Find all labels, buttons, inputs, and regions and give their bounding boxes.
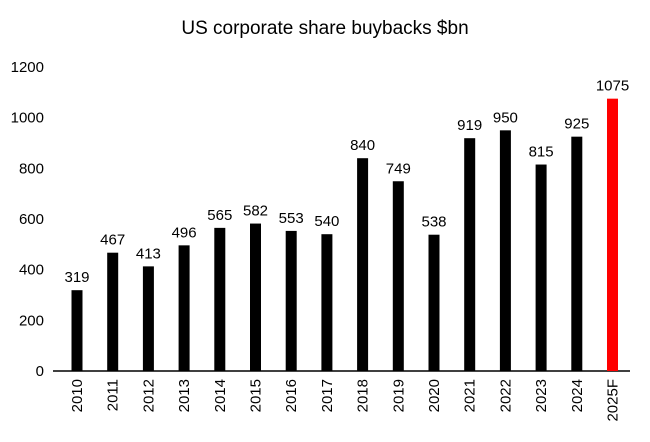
bar-2017: [321, 234, 333, 371]
y-tick-label: 1200: [11, 59, 44, 76]
x-tick-label-2025F: 2025F: [605, 379, 622, 422]
bar-2024: [571, 136, 583, 371]
y-tick-label: 0: [36, 363, 44, 380]
x-tick-label-2021: 2021: [462, 379, 479, 412]
bar-2023: [535, 164, 547, 371]
data-label-2017: 540: [314, 213, 339, 230]
y-tick-label: 800: [19, 160, 44, 177]
x-tick-label-2018: 2018: [355, 379, 372, 412]
data-label-2022: 950: [493, 109, 518, 126]
chart-title: US corporate share buybacks $bn: [181, 18, 469, 39]
y-tick-label: 200: [19, 312, 44, 329]
bar-2019: [392, 181, 404, 371]
bar-2014: [214, 227, 226, 371]
data-label-2012: 413: [136, 245, 161, 262]
x-tick-label-2016: 2016: [283, 379, 300, 412]
data-label-2024: 925: [564, 116, 589, 133]
bar-2011: [107, 252, 119, 371]
data-label-2023: 815: [529, 144, 554, 161]
data-label-2021: 919: [457, 117, 482, 134]
x-tick-label-2011: 2011: [105, 379, 122, 411]
bar-2021: [464, 138, 476, 371]
y-tick-label: 600: [19, 211, 44, 228]
x-tick-label-2020: 2020: [426, 379, 443, 412]
x-tick-label-2014: 2014: [212, 379, 229, 412]
data-label-2014: 565: [207, 207, 232, 224]
data-label-2010: 319: [64, 269, 89, 286]
data-label-2020: 538: [421, 214, 446, 231]
data-label-2018: 840: [350, 137, 375, 154]
x-tick-label-2024: 2024: [569, 379, 586, 412]
bar-2010: [71, 290, 83, 371]
x-tick-label-2022: 2022: [497, 379, 514, 412]
x-tick-label-2013: 2013: [176, 379, 193, 412]
bar-2020: [428, 234, 440, 371]
bar-2012: [142, 266, 154, 371]
x-tick-label-2017: 2017: [319, 379, 336, 412]
data-label-2013: 496: [172, 224, 197, 241]
bar-2016: [285, 230, 297, 371]
x-tick-label-2015: 2015: [248, 379, 265, 412]
bar-2018: [357, 158, 369, 371]
bar-2015: [250, 223, 261, 371]
data-label-2015: 582: [243, 203, 268, 220]
data-label-2019: 749: [386, 160, 411, 177]
data-label-2025F: 1075: [596, 78, 629, 95]
bar-2013: [178, 245, 190, 371]
data-label-2011: 467: [100, 232, 125, 249]
x-tick-label-2010: 2010: [69, 379, 86, 412]
y-tick-label: 400: [19, 262, 44, 279]
x-tick-label-2019: 2019: [390, 379, 407, 412]
data-label-2016: 553: [279, 210, 304, 227]
bar-2022: [499, 130, 511, 371]
y-tick-label: 1000: [11, 110, 44, 127]
bar-2025F: [607, 98, 618, 372]
x-tick-label-2023: 2023: [533, 379, 550, 412]
x-tick-label-2012: 2012: [140, 379, 157, 412]
